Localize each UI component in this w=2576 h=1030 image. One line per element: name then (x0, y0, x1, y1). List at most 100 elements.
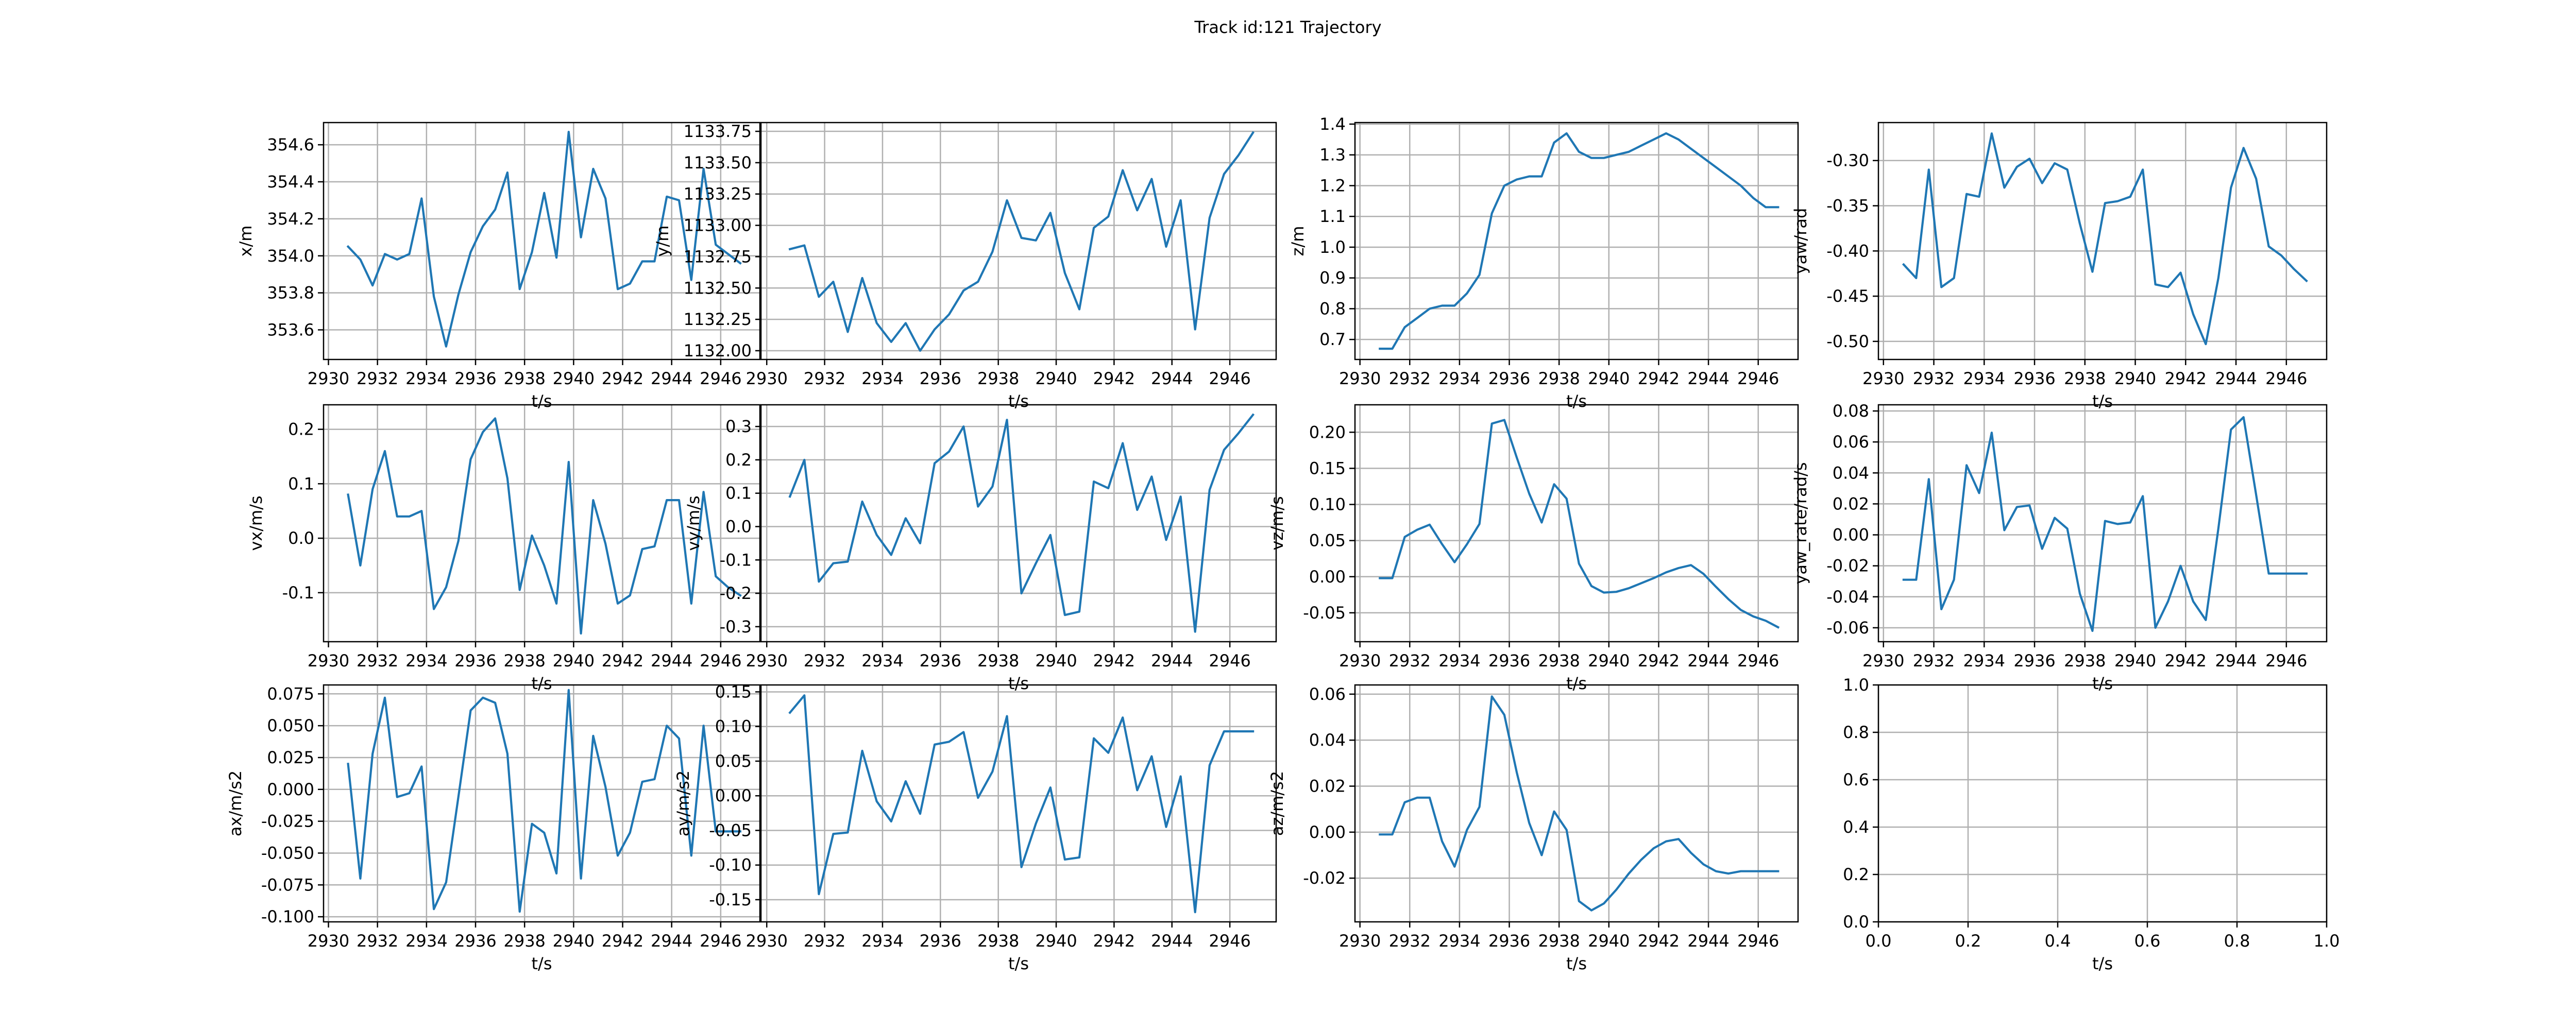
y-tick-label: 0.05 (715, 751, 752, 771)
y-tick-label: -0.050 (261, 843, 314, 863)
series-line (788, 694, 1255, 914)
subplot-11: 2930 2932 2934 2936 2938 2940 2942 2944 2946 -0.0… (1267, 684, 1799, 973)
y-axis-label: vy/m/s (684, 495, 703, 551)
y-tick-label: 1132.00 (684, 341, 752, 360)
x-axis-label: t/s (1008, 954, 1029, 973)
x-tick-label: 2938 (977, 651, 1019, 671)
axes-frame (760, 684, 1277, 923)
subplot-10: 2930 2932 2934 2936 2938 2940 2942 2944 2946 -0.1… (673, 682, 1277, 973)
subplot-8: 2930 2932 2934 2936 2938 2940 2942 2944 2946 -0.0… (1791, 401, 2328, 693)
x-tick-label: 2930 (308, 651, 349, 671)
x-tick-label: 2942 (1638, 651, 1680, 671)
series-line (1379, 695, 1780, 912)
x-tick-label: 2930 (1339, 369, 1381, 388)
x-tick-label: 2932 (1389, 369, 1431, 388)
x-tick-label: 2934 (1438, 651, 1480, 671)
subplot-12: 0.0 0.2 0.4 0.6 0.8 1.0 0.0 0.2 0.4 0.6 0.8 1.0 t/s (1843, 675, 2340, 973)
x-tick-label: 2938 (1538, 369, 1580, 388)
x-tick-label: 2934 (1438, 931, 1480, 951)
y-tick-label: 0.025 (267, 748, 314, 767)
x-tick-label: 2938 (1538, 931, 1580, 951)
x-tick-label: 2938 (977, 931, 1019, 951)
y-tick-label: 0.06 (1309, 684, 1346, 704)
y-tick-label: -0.1 (720, 550, 752, 570)
x-axis-label: t/s (1566, 674, 1587, 693)
y-axis-label: yaw/rad (1791, 208, 1810, 274)
x-tick-label: 2942 (2165, 369, 2207, 388)
x-tick-label: 0.2 (1955, 931, 1981, 951)
y-tick-label: 353.8 (267, 283, 314, 303)
x-axis-label: t/s (2092, 391, 2113, 411)
x-tick-label: 2934 (405, 369, 447, 388)
x-tick-label: 2932 (804, 931, 845, 951)
axes-frame (1354, 404, 1799, 643)
y-axis-label: y/m (653, 226, 672, 257)
y-tick-label: -0.05 (709, 820, 752, 840)
x-tick-label: 2938 (2064, 651, 2106, 671)
subplot-6: 2930 2932 2934 2936 2938 2940 2942 2944 2946 -0.3… (684, 404, 1277, 693)
y-tick-label: 0.00 (715, 786, 752, 805)
x-tick-label: 2936 (454, 931, 496, 951)
x-tick-label: 2940 (1035, 651, 1077, 671)
y-tick-label: 0.3 (725, 417, 752, 436)
x-tick-label: 2936 (1488, 931, 1530, 951)
x-tick-label: 0.6 (2134, 931, 2161, 951)
x-tick-label: 2930 (308, 369, 349, 388)
y-tick-label: -0.35 (1826, 196, 1869, 216)
x-tick-label: 2934 (861, 369, 903, 388)
y-axis-label: az/m/s2 (1267, 771, 1287, 836)
x-tick-label: 2940 (2114, 369, 2156, 388)
y-tick-label: -0.04 (1826, 587, 1869, 607)
y-tick-label: -0.10 (709, 855, 752, 875)
y-tick-label: 1133.50 (684, 153, 752, 173)
axes-frame (760, 404, 1277, 643)
axes-frame (760, 122, 1277, 360)
x-axis-label: t/s (532, 674, 552, 693)
y-tick-label: -0.30 (1826, 151, 1869, 170)
x-tick-label: 2934 (861, 651, 903, 671)
y-tick-label: -0.50 (1826, 332, 1869, 351)
y-tick-label: -0.100 (261, 907, 314, 926)
x-tick-label: 2946 (1737, 369, 1779, 388)
y-tick-label: 353.6 (267, 320, 314, 340)
x-tick-label: 2940 (553, 369, 595, 388)
y-tick-label: 0.10 (715, 717, 752, 736)
axes-frame (1354, 122, 1799, 360)
x-tick-label: 2944 (1687, 931, 1729, 951)
y-tick-label: 0.000 (267, 780, 314, 799)
y-tick-label: 1.2 (1319, 176, 1346, 195)
x-tick-label: 2944 (1687, 369, 1729, 388)
x-tick-label: 2930 (1339, 931, 1381, 951)
x-tick-label: 2942 (1638, 369, 1680, 388)
x-tick-label: 2932 (804, 369, 845, 388)
y-tick-label: 0.02 (1309, 777, 1346, 796)
x-tick-label: 2946 (1737, 931, 1779, 951)
x-tick-label: 2942 (602, 931, 643, 951)
x-tick-label: 0.8 (2224, 931, 2250, 951)
x-tick-label: 2940 (1588, 369, 1630, 388)
series-line (1379, 132, 1780, 350)
x-tick-label: 2946 (1209, 931, 1250, 951)
x-tick-label: 2936 (454, 369, 496, 388)
x-axis-label: t/s (2092, 954, 2113, 973)
y-tick-label: -0.025 (261, 812, 314, 831)
x-tick-label: 2930 (746, 931, 788, 951)
x-tick-label: 2942 (1093, 651, 1135, 671)
x-axis-label: t/s (532, 391, 552, 411)
x-tick-label: 2942 (1093, 369, 1135, 388)
y-tick-label: 0.1 (288, 474, 314, 493)
y-tick-label: 0.0 (1843, 912, 1869, 932)
x-tick-label: 2938 (503, 931, 545, 951)
axes-frame (323, 684, 761, 923)
x-tick-label: 2940 (1035, 369, 1077, 388)
x-tick-label: 2936 (2013, 369, 2055, 388)
y-tick-label: 0.8 (1319, 299, 1346, 318)
x-tick-label: 2936 (2013, 651, 2055, 671)
y-tick-label: 0.15 (1309, 458, 1346, 478)
y-tick-label: 0.08 (1833, 401, 1869, 421)
y-tick-label: 0.20 (1309, 422, 1346, 442)
series-line (788, 413, 1255, 633)
x-tick-label: 0.4 (2045, 931, 2071, 951)
figure-title: Track id:121 Trajectory (1194, 18, 1382, 37)
x-tick-label: 2940 (1588, 651, 1630, 671)
